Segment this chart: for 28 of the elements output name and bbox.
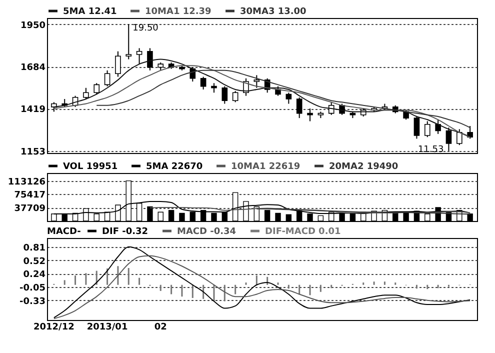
y-tick-label: 1419	[20, 105, 46, 116]
legend-title: MACD-	[47, 227, 82, 237]
y-tick-label: 0.81	[23, 243, 46, 254]
y-tick-label: 113126	[8, 177, 46, 188]
text: 5MA 12.41	[63, 7, 117, 17]
y-tick-label: -0.33	[20, 296, 46, 307]
legend-label: 10MA1 12.39	[145, 7, 212, 17]
y-tick-label: 0.52	[23, 256, 46, 267]
legend-label: MACD -0.34	[177, 227, 236, 237]
legend-label: 5MA 22670	[146, 162, 203, 172]
y-tick-label: -0.05	[20, 284, 46, 294]
legend-label: 10MA1 22619	[231, 162, 300, 172]
y-tick-label: 1153	[20, 147, 46, 158]
x-tick-label: 2012/12	[34, 322, 74, 332]
x-tick-label: 02	[154, 322, 167, 332]
y-tick-label: 0.24	[23, 270, 46, 280]
series-label: VOL 19951	[63, 162, 118, 172]
legend-label: 20MA2 19490	[329, 162, 398, 172]
x-tick-label: 2013/01	[86, 322, 128, 332]
y-tick-label: 1684	[20, 63, 46, 74]
annotation: 19.50	[132, 23, 159, 34]
y-tick-label: 1950	[20, 20, 46, 31]
legend-label: 30MA3 13.00	[240, 7, 306, 17]
y-tick-label: 75417	[14, 190, 46, 201]
y-tick-label: 37709	[14, 204, 46, 214]
legend-label: DIF-MACD 0.01	[265, 227, 341, 237]
annotation: 11.53	[418, 144, 444, 155]
legend-label: DIF -0.32	[102, 227, 148, 237]
